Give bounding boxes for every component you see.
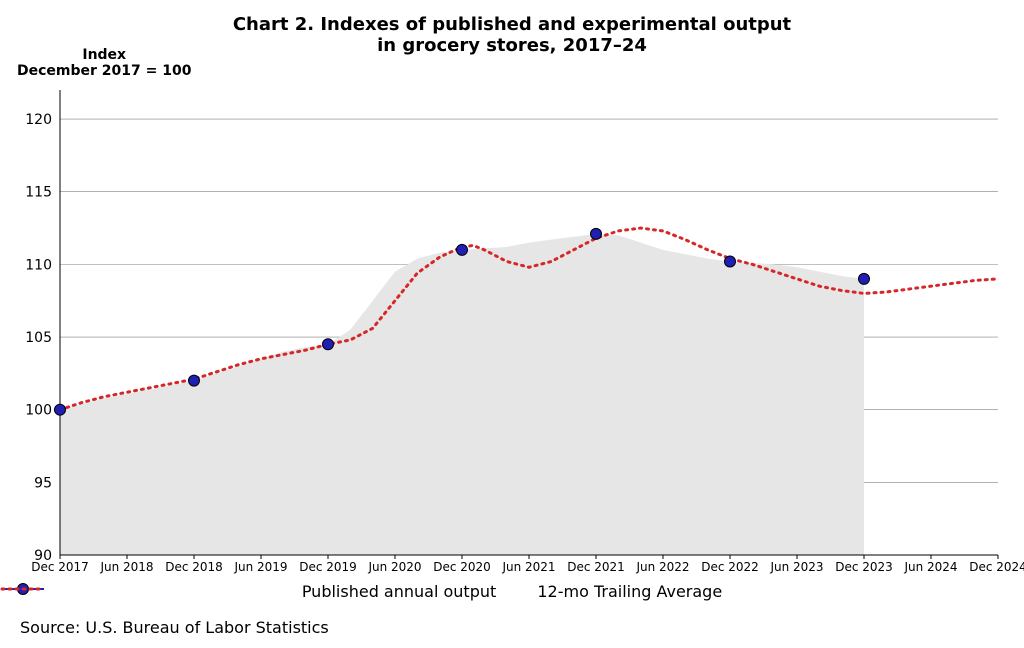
x-tick-label: Jun 2019 [233,560,287,574]
x-tick-label: Dec 2019 [299,560,357,574]
x-tick-label: Jun 2020 [367,560,421,574]
x-tick-label: Jun 2021 [501,560,555,574]
legend: Published annual output 12-mo Trailing A… [0,582,1024,601]
legend-item-trailing: 12-mo Trailing Average [532,582,722,601]
x-tick-label: Dec 2022 [701,560,759,574]
x-tick-label: Dec 2023 [835,560,893,574]
published-point [55,404,66,415]
x-tick-label: Dec 2021 [567,560,625,574]
legend-item-published: Published annual output [302,582,496,601]
source-text: Source: U.S. Bureau of Labor Statistics [20,618,329,637]
y-tick-label: 120 [25,112,52,128]
x-tick-label: Dec 2017 [31,560,89,574]
chart-svg: 9095100105110115120Dec 2017Jun 2018Dec 2… [0,0,1024,648]
x-tick-label: Jun 2018 [99,560,153,574]
y-tick-label: 105 [25,330,52,346]
x-tick-label: Jun 2023 [769,560,823,574]
x-tick-label: Jun 2024 [903,560,957,574]
published-point [323,339,334,350]
published-point [591,228,602,239]
y-tick-label: 115 [25,185,52,201]
legend-label-trailing: 12-mo Trailing Average [537,582,722,601]
published-point [725,256,736,267]
y-tick-label: 100 [25,403,52,419]
published-point [859,273,870,284]
y-tick-label: 110 [25,257,52,273]
x-tick-label: Dec 2024 [969,560,1024,574]
x-tick-label: Jun 2022 [635,560,689,574]
published-point [189,375,200,386]
area-series [60,234,864,555]
x-tick-label: Dec 2018 [165,560,223,574]
legend-label-published: Published annual output [302,582,496,601]
published-point [457,244,468,255]
x-tick-label: Dec 2020 [433,560,491,574]
y-tick-label: 95 [34,475,52,491]
chart-container: Chart 2. Indexes of published and experi… [0,0,1024,648]
